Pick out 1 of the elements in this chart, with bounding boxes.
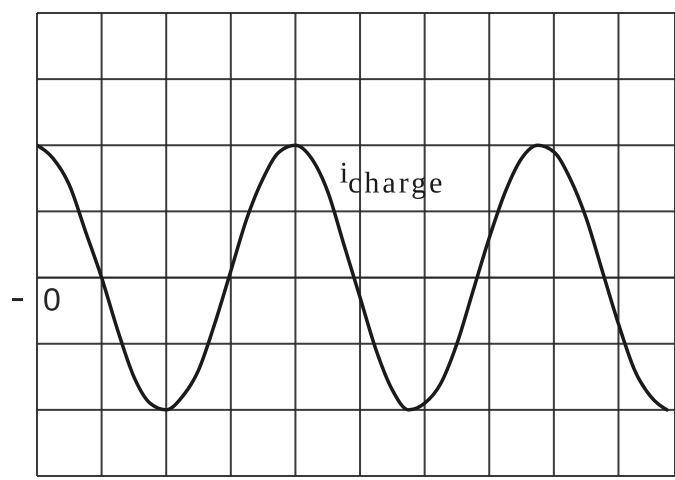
ref-line-label: 0 [43, 282, 61, 318]
